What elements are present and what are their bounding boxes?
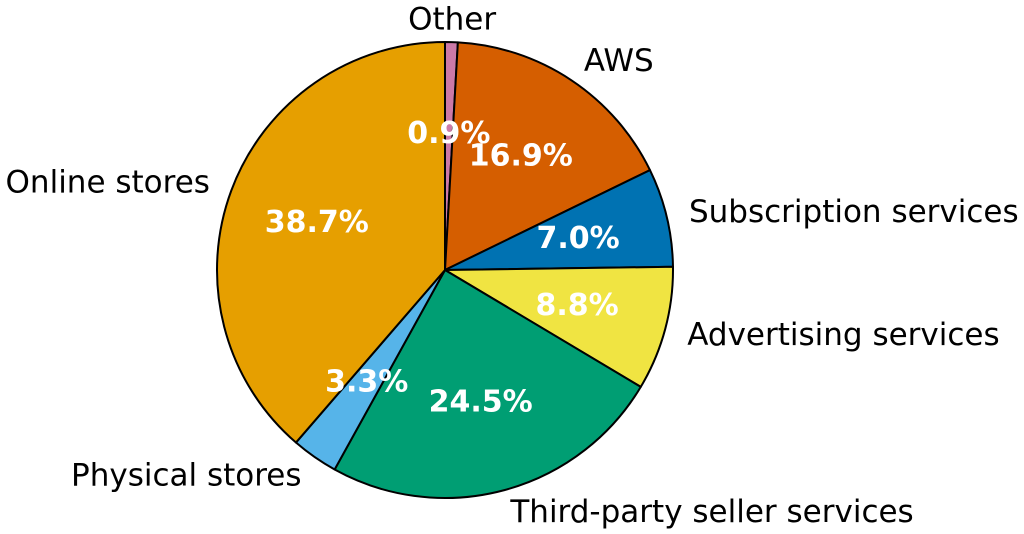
- category-label-subscription-services: Subscription services: [689, 194, 1019, 230]
- category-label-physical-stores: Physical stores: [71, 458, 302, 494]
- category-label-online-stores: Online stores: [6, 165, 210, 201]
- pct-label-physical-stores: 3.3%: [325, 365, 408, 400]
- pie-slice-third-party-seller-services: [333, 269, 642, 499]
- pct-label-other: 0.9%: [407, 116, 490, 151]
- category-labels: Other AWS Subscription services Advertising…: [6, 1, 1019, 530]
- pct-label-third-party-seller-services: 24.5%: [429, 385, 533, 420]
- percentage-labels: 0.9%16.9% 7.0% 8.8% 24.5% 3.3% 38.7%: [265, 116, 620, 420]
- category-label-advertising-services: Advertising services: [687, 317, 999, 353]
- pie-slices: [216, 40, 674, 499]
- pct-label-advertising-services: 8.8%: [536, 288, 619, 323]
- category-label-third-party-seller-services: Third-party seller services: [509, 494, 913, 530]
- pct-label-aws: 16.9%: [469, 139, 573, 174]
- pie-slice-aws: [444, 41, 651, 271]
- category-label-other: Other: [408, 1, 496, 37]
- pct-label-online-stores: 38.7%: [265, 205, 369, 240]
- category-label-aws: AWS: [584, 43, 654, 79]
- pie-slice-online-stores: [216, 41, 446, 444]
- pie-slice-advertising-services: [444, 265, 674, 388]
- pct-label-subscription-services: 7.0%: [536, 221, 619, 256]
